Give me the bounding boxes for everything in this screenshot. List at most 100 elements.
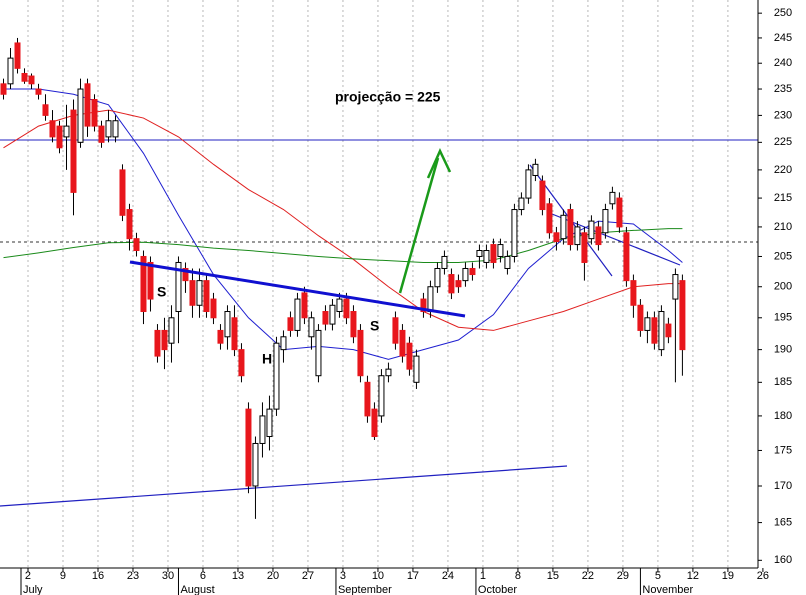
- x-tick-label: 27: [302, 570, 314, 582]
- y-tick-label: 220: [774, 164, 792, 176]
- candle-body: [175, 261, 182, 313]
- candle-body: [63, 125, 70, 138]
- y-tick-label: 215: [774, 192, 792, 204]
- neckline: [129, 260, 466, 318]
- x-tick-label: 16: [92, 570, 104, 582]
- candle-body: [525, 169, 532, 199]
- candle-body: [518, 197, 525, 211]
- pattern-label: S: [370, 318, 379, 334]
- candle-body: [469, 267, 476, 276]
- x-tick-label: 24: [442, 570, 454, 582]
- candle-body: [238, 349, 245, 377]
- candle-body: [84, 83, 91, 127]
- candle-body: [35, 88, 42, 95]
- candle-body: [651, 317, 658, 344]
- candle-body: [322, 311, 329, 325]
- candle-body: [98, 125, 105, 143]
- candle-body: [196, 280, 203, 306]
- x-tick-label: 5: [655, 570, 661, 582]
- candle-body: [259, 415, 266, 444]
- projection-arrow: [398, 157, 440, 294]
- candle-body: [483, 250, 490, 263]
- y-tick-label: 205: [774, 250, 792, 262]
- y-tick-label: 170: [774, 480, 792, 492]
- candle-body: [427, 286, 434, 313]
- candle-body: [644, 317, 651, 331]
- candle-body: [630, 280, 637, 306]
- trend-line: [0, 465, 568, 507]
- candle-body: [595, 226, 602, 246]
- candle-body: [42, 104, 49, 116]
- x-tick-label: 1: [480, 570, 486, 582]
- candle-body: [448, 274, 455, 294]
- y-tick-label: 250: [774, 7, 792, 19]
- candle-body: [182, 267, 189, 282]
- y-tick-label: 190: [774, 344, 792, 356]
- candle-body: [413, 355, 420, 383]
- candle-body: [329, 304, 336, 325]
- candle-body: [609, 191, 616, 205]
- x-tick-label: 22: [582, 570, 594, 582]
- candle-body: [455, 280, 462, 288]
- x-tick-label: 13: [232, 570, 244, 582]
- candle-body: [420, 298, 427, 313]
- candle-body: [504, 255, 511, 269]
- candle-body: [567, 209, 574, 246]
- candle-body: [56, 125, 63, 149]
- axes: 1601651701751801851901952002052102152202…: [20, 7, 792, 595]
- x-tick-label: 9: [60, 570, 66, 582]
- candle-body: [28, 75, 35, 85]
- x-tick-label: 20: [267, 570, 279, 582]
- y-tick-label: 240: [774, 57, 792, 69]
- candle-body: [91, 99, 98, 127]
- candle-body: [672, 274, 679, 300]
- candle-body: [105, 120, 112, 138]
- y-tick-label: 225: [774, 136, 792, 148]
- candle-body: [231, 317, 238, 351]
- candle-body: [497, 244, 504, 257]
- candle-body: [252, 442, 259, 487]
- candle-body: [133, 238, 140, 252]
- month-label: July: [23, 584, 43, 595]
- x-tick-label: 12: [687, 570, 699, 582]
- candle-body: [378, 375, 385, 417]
- candle-body: [217, 329, 224, 344]
- candle-body: [364, 381, 371, 417]
- month-label: September: [338, 584, 392, 595]
- candle-body: [434, 267, 441, 288]
- month-label: November: [642, 584, 693, 595]
- candle-body: [0, 83, 7, 95]
- candle-body: [14, 42, 21, 69]
- candle-body: [546, 203, 553, 234]
- candle-body: [623, 232, 630, 282]
- candle-body: [210, 298, 217, 319]
- candle-body: [77, 88, 84, 143]
- x-tick-label: 15: [547, 570, 559, 582]
- candle-body: [224, 311, 231, 338]
- y-tick-label: 160: [774, 554, 792, 566]
- candle-body: [301, 292, 308, 319]
- candle-body: [371, 408, 378, 438]
- moving-average: [3, 88, 683, 360]
- candle-body: [406, 342, 413, 370]
- candle-body: [399, 329, 406, 357]
- candle-body: [203, 280, 210, 313]
- candle-body: [679, 280, 686, 351]
- candle-body: [315, 329, 322, 377]
- x-tick-label: 17: [407, 570, 419, 582]
- month-label: August: [180, 584, 214, 595]
- candle-body: [392, 317, 399, 344]
- candle-body: [140, 255, 147, 313]
- x-tick-label: 23: [127, 570, 139, 582]
- y-tick-label: 200: [774, 281, 792, 293]
- candle-body: [357, 329, 364, 377]
- x-tick-label: 29: [617, 570, 629, 582]
- x-tick-label: 6: [200, 570, 206, 582]
- candle-body: [539, 180, 546, 211]
- candle-body: [161, 329, 168, 351]
- candle-body: [119, 169, 126, 216]
- candle-body: [553, 232, 560, 243]
- candle-body: [385, 368, 392, 377]
- candle-body: [581, 232, 588, 263]
- candle-body: [336, 298, 343, 313]
